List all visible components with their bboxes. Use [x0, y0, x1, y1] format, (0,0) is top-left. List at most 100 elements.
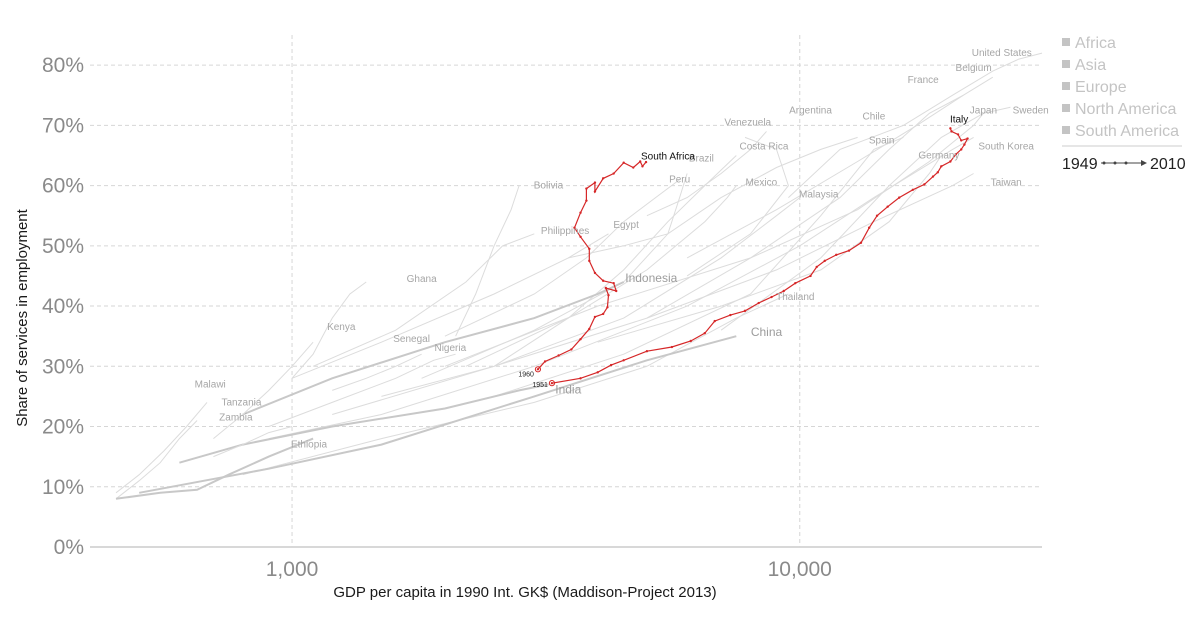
series-line-sweden	[720, 106, 1011, 331]
x-tick-label: 1,000	[266, 558, 319, 581]
series-line-senegal	[332, 353, 422, 391]
legend-entry: South America	[1075, 123, 1179, 140]
series-line-argentina	[646, 131, 767, 217]
data-point-italy	[713, 319, 716, 323]
data-point-italy	[936, 171, 939, 174]
data-point-south-africa	[604, 286, 608, 290]
series-line-thailand	[242, 293, 789, 476]
x-tick-label: 10,000	[768, 558, 832, 581]
country-label-layer: United States Belgium France Japan Sweden Chi…	[195, 48, 1049, 451]
series-line-zambia	[213, 426, 293, 458]
data-point-italy	[847, 249, 851, 252]
country-label-south-korea: South Korea	[978, 141, 1034, 152]
data-point-south-africa	[641, 165, 644, 168]
data-point-south-africa	[622, 161, 625, 164]
series-line-united-states	[788, 52, 1043, 198]
data-point-italy	[835, 253, 838, 257]
data-point-italy	[940, 165, 943, 168]
data-point-italy	[794, 281, 797, 285]
data-point-south-africa	[593, 190, 597, 193]
data-point-south-africa	[579, 235, 582, 238]
country-label-venezuela: Venezuela	[724, 117, 771, 128]
series-line-malaysia	[381, 197, 801, 397]
series-line-brazil	[421, 173, 688, 379]
country-label-tanzania: Tanzania	[221, 397, 261, 408]
legend-square	[1062, 38, 1070, 46]
series-line-france	[646, 94, 964, 319]
data-point-italy	[823, 259, 826, 263]
series-line-malawi	[115, 402, 208, 494]
legend-entry: Africa	[1075, 35, 1116, 52]
y-tick-label: 40%	[42, 295, 84, 318]
country-label-chile: Chile	[863, 111, 886, 122]
series-line-spain	[493, 136, 904, 397]
data-point-italy	[815, 265, 818, 269]
country-label-egypt: Egypt	[613, 220, 639, 231]
start-marker-italy	[548, 380, 556, 387]
series-line-chile	[568, 136, 858, 259]
data-point-italy	[931, 175, 935, 178]
highlight-line-italy	[551, 128, 969, 384]
series-line-egypt	[291, 233, 609, 379]
legend-time-dot	[1124, 161, 1128, 165]
series-line-mexico	[465, 185, 737, 367]
x-axis-label: GDP per capita in 1990 Int. GK$ (Maddiso…	[333, 584, 716, 601]
data-point-south-africa	[593, 181, 597, 184]
data-point-italy	[956, 133, 960, 136]
data-point-south-africa	[570, 348, 573, 351]
series-line-india	[179, 383, 549, 464]
series-line-bolivia	[455, 185, 520, 337]
country-label-philippines: Philippines	[541, 226, 589, 237]
country-label-nigeria: Nigeria	[434, 343, 466, 354]
series-line-ethiopia	[115, 437, 314, 500]
series-line-costa-rica	[493, 155, 737, 367]
series-line-ghana	[291, 281, 367, 379]
series-line-venezuela	[686, 136, 789, 277]
country-label-belgium: Belgium	[956, 63, 992, 74]
y-tick-label: 30%	[42, 355, 84, 378]
grid-layer	[90, 35, 1042, 548]
country-label-indonesia: Indonesia	[625, 271, 677, 285]
data-point-italy	[609, 363, 613, 367]
country-label-malawi: Malawi	[195, 379, 226, 390]
data-point-south-africa	[585, 187, 588, 190]
data-point-south-africa	[585, 199, 588, 202]
series-line-indonesia	[242, 281, 625, 416]
country-label-argentina: Argentina	[789, 105, 832, 116]
data-point-italy	[645, 350, 649, 353]
data-point-italy	[867, 226, 871, 229]
data-point-south-africa	[601, 312, 605, 316]
legend-time-end: 2010	[1150, 156, 1186, 173]
legend-square	[1062, 60, 1070, 68]
country-label-bolivia: Bolivia	[534, 181, 564, 192]
data-point-italy	[960, 148, 963, 151]
data-point-south-africa	[615, 289, 618, 293]
data-point-south-africa	[607, 294, 610, 297]
data-point-south-africa	[639, 160, 642, 163]
country-label-ethiopia: Ethiopia	[291, 440, 328, 451]
data-point-south-africa	[557, 354, 560, 357]
legend-time-start: 1949	[1062, 156, 1098, 173]
country-label-ghana: Ghana	[407, 274, 437, 285]
series-line-south-korea	[268, 136, 974, 440]
data-point-south-africa	[612, 281, 615, 285]
data-point-south-africa	[632, 166, 635, 169]
data-point-italy	[966, 137, 969, 140]
country-label-south-africa: South Africa	[641, 152, 695, 163]
y-tick-label: 10%	[42, 476, 84, 499]
data-point-italy	[809, 274, 812, 278]
data-point-south-africa	[588, 327, 591, 331]
background-series-layer	[115, 52, 1043, 500]
data-point-italy	[550, 381, 554, 385]
legend-arrow-icon	[1141, 160, 1147, 166]
legend-entry: Europe	[1075, 79, 1127, 96]
data-point-italy	[859, 241, 863, 245]
data-point-italy	[963, 143, 966, 146]
data-point-italy	[757, 301, 760, 305]
data-point-italy	[954, 153, 958, 156]
data-point-italy	[960, 139, 963, 142]
y-tick-label: 20%	[42, 416, 84, 439]
data-point-italy	[622, 359, 625, 362]
data-point-south-africa	[612, 172, 615, 175]
data-point-italy	[729, 313, 732, 317]
